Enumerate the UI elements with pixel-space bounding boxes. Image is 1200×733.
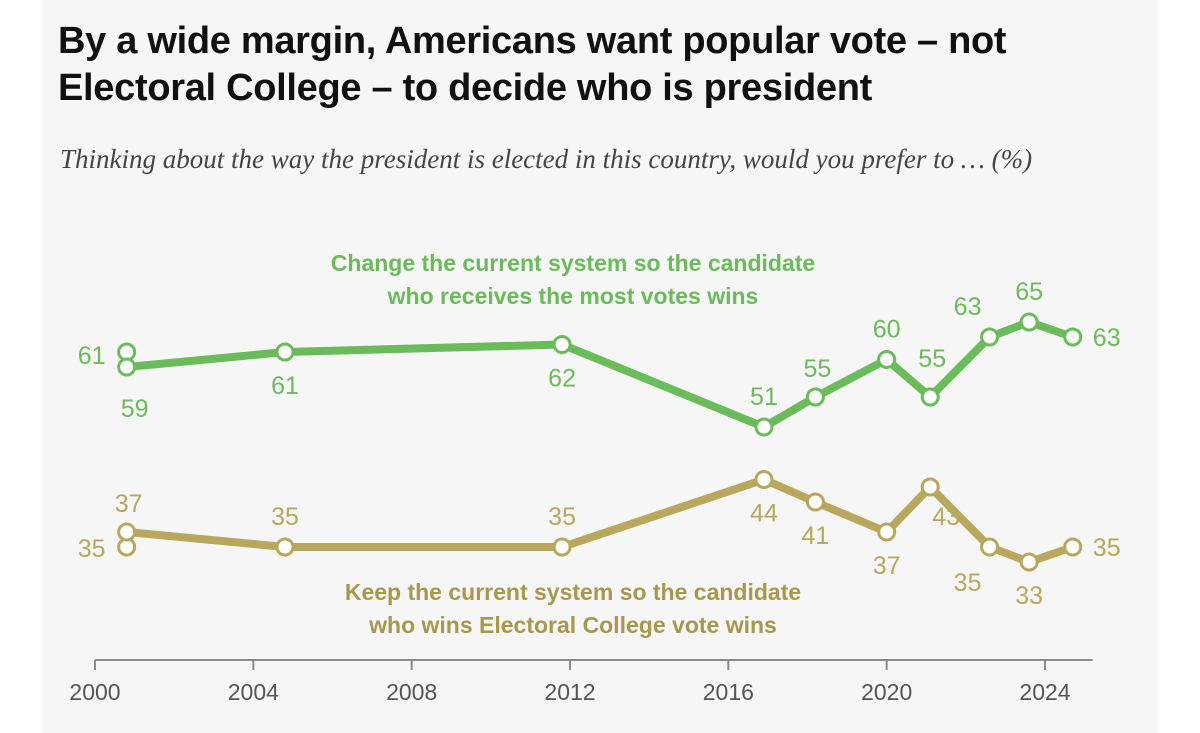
data-label-keep: 33 (1015, 582, 1043, 610)
data-point-change (920, 387, 940, 407)
series-line-change (122, 318, 1077, 431)
series-line-keep (122, 475, 1077, 566)
data-point-keep (1063, 537, 1083, 557)
chart-title: By a wide margin, Americans want popular… (58, 20, 1007, 109)
x-tick-label: 2004 (228, 679, 279, 705)
data-point-change (980, 327, 1000, 347)
data-point-change (117, 357, 137, 377)
series-label-change: who receives the most votes wins (387, 283, 759, 309)
data-label-keep: 35 (954, 569, 982, 597)
data-point-change (754, 417, 774, 437)
data-label-change: 55 (804, 355, 832, 383)
data-point-change (877, 350, 897, 369)
data-label-change: 55 (918, 345, 946, 373)
data-point-keep (275, 537, 295, 557)
x-tick-label: 2012 (544, 679, 595, 705)
data-point-change (1063, 327, 1083, 347)
data-point-change (552, 335, 572, 354)
data-label-keep: 43 (932, 503, 960, 531)
series-label-keep: who wins Electoral College vote wins (368, 612, 777, 638)
data-label-keep: 37 (115, 490, 143, 518)
x-tick-label: 2000 (69, 679, 120, 705)
data-point-keep (920, 477, 940, 497)
data-label-keep: 35 (271, 503, 299, 531)
data-point-keep (1019, 552, 1039, 572)
data-point-keep (117, 522, 137, 542)
data-label-change: 60 (873, 316, 901, 344)
series-keep: 35 37 35 35 44 41 37 43 35 33 35 (78, 470, 1121, 610)
data-point-change (275, 342, 295, 362)
data-label-keep: 41 (802, 522, 830, 550)
data-label-change: 61 (78, 342, 106, 370)
data-label-change: 63 (954, 293, 982, 321)
x-tick-label: 2024 (1019, 679, 1070, 705)
data-point-keep (552, 537, 572, 557)
data-label-keep: 35 (1093, 534, 1121, 562)
data-label-change: 63 (1093, 324, 1121, 352)
x-tick-label: 2016 (703, 679, 754, 705)
data-label-change: 65 (1015, 278, 1043, 306)
series-change: 61 59 61 62 51 55 60 55 63 65 63 (78, 278, 1121, 437)
data-point-keep (980, 537, 1000, 557)
data-label-keep: 35 (548, 503, 576, 531)
chart-subtitle: Thinking about the way the president is … (60, 144, 1033, 174)
series-label-keep: Keep the current system so the candidate (345, 579, 801, 605)
x-tick-label: 2008 (386, 679, 437, 705)
data-point-keep (754, 470, 774, 489)
data-label-change: 61 (271, 372, 299, 400)
chart-panel (42, 0, 1158, 733)
data-point-keep (877, 522, 897, 542)
data-point-change (1019, 312, 1039, 332)
data-label-keep: 44 (750, 500, 778, 528)
data-label-keep: 35 (78, 535, 106, 563)
data-label-change: 62 (548, 365, 576, 393)
data-point-keep (805, 492, 825, 512)
data-point-change (805, 387, 825, 407)
data-label-keep: 37 (873, 552, 901, 580)
data-label-change: 59 (121, 395, 149, 423)
series-label-change: Change the current system so the candida… (331, 250, 815, 276)
x-tick-label: 2020 (861, 679, 912, 705)
data-label-change: 51 (750, 383, 778, 411)
